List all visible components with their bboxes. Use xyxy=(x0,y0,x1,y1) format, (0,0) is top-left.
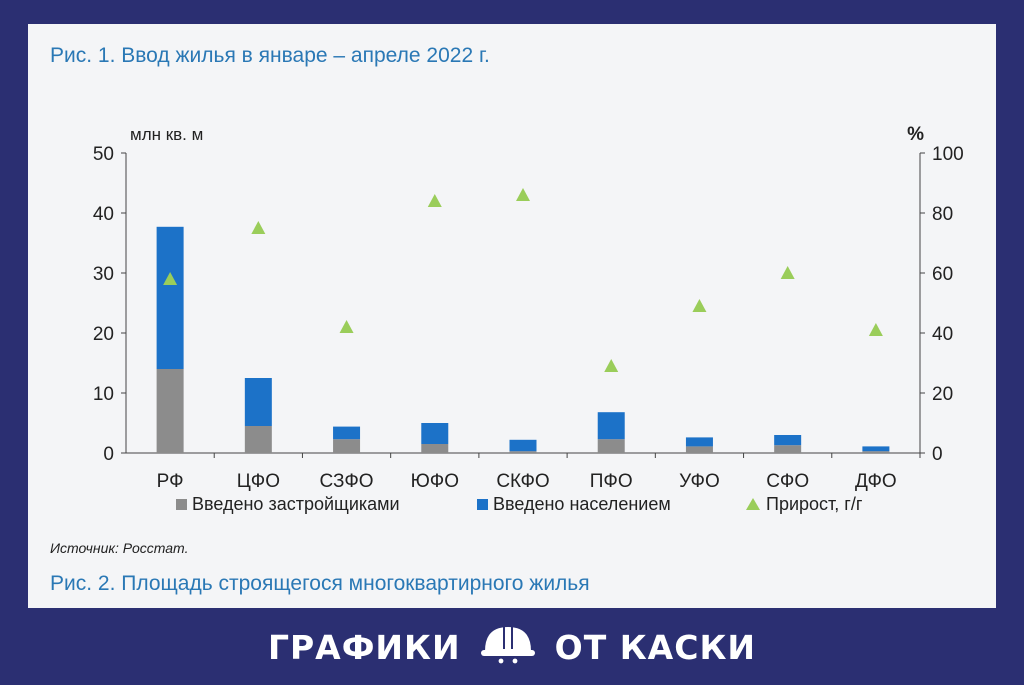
right-tick-label: 60 xyxy=(932,264,953,285)
bar-developers xyxy=(509,451,537,453)
category-label: ДФО xyxy=(855,471,897,492)
growth-marker xyxy=(163,272,178,285)
category-label: СФО xyxy=(766,471,809,492)
category-label: УФО xyxy=(679,471,720,492)
y2-axis-label: % xyxy=(907,124,924,145)
category-label: РФ xyxy=(157,471,184,492)
bar-population xyxy=(685,437,713,447)
category-label: ПФО xyxy=(590,471,633,492)
left-tick-label: 10 xyxy=(93,384,114,405)
footer-brand: ГРАФИКИ ОТ КАСКИ xyxy=(0,610,1024,685)
growth-marker xyxy=(427,194,442,207)
chart: 0 10 20 30 40 50 0 20 40 60 80 100 млн кв. м % РФ ЦФО СЗ… xyxy=(93,124,964,514)
bar-developers xyxy=(244,426,272,453)
growth-marker xyxy=(604,359,619,372)
bar-population xyxy=(244,378,272,426)
bar-population xyxy=(156,226,184,369)
legend-label-population: Введено населением xyxy=(493,494,671,514)
growth-marker xyxy=(339,320,354,333)
right-tick-label: 0 xyxy=(932,444,943,465)
category-label: ЮФО xyxy=(411,471,459,492)
bar-population xyxy=(774,435,802,446)
growth-marker xyxy=(516,188,530,201)
growth-marker xyxy=(692,299,707,312)
bar-population xyxy=(509,439,537,452)
left-tick-label: 0 xyxy=(103,444,114,465)
bar-developers xyxy=(685,446,713,453)
bar-developers xyxy=(597,439,625,453)
left-tick-label: 40 xyxy=(93,204,114,225)
source-note: Источник: Росстат. xyxy=(50,540,189,556)
bar-population xyxy=(597,412,625,440)
growth-marker xyxy=(868,323,883,336)
right-tick-label: 20 xyxy=(932,384,953,405)
bar-developers xyxy=(333,439,361,453)
bar-developers xyxy=(862,451,890,453)
left-tick-label: 30 xyxy=(93,264,114,285)
legend-label-developers: Введено застройщиками xyxy=(192,494,400,514)
legend-marker-growth xyxy=(746,498,760,510)
category-label: СЗФО xyxy=(320,471,374,492)
growth-marker xyxy=(251,221,266,234)
y-axis-label: млн кв. м xyxy=(130,125,203,144)
legend-swatch-developers xyxy=(176,499,187,510)
category-label: ЦФО xyxy=(237,471,280,492)
bar-population xyxy=(862,446,890,452)
legend-label-growth: Прирост, г/г xyxy=(766,494,863,514)
brand-right-text: ОТ КАСКИ xyxy=(554,628,757,667)
bar-developers xyxy=(156,369,184,453)
brand-left-text: ГРАФИКИ xyxy=(267,628,461,667)
right-tick-label: 40 xyxy=(932,324,953,345)
bar-population xyxy=(421,423,449,444)
bar-developers xyxy=(774,445,802,453)
left-tick-label: 20 xyxy=(93,324,114,345)
legend-swatch-population xyxy=(477,499,488,510)
right-tick-label: 80 xyxy=(932,204,953,225)
bar-developers xyxy=(421,444,449,453)
category-label: СКФО xyxy=(496,471,549,492)
bar-population xyxy=(333,426,361,440)
right-tick-label: 100 xyxy=(932,144,964,165)
growth-marker xyxy=(780,266,795,279)
figure-title: Рис. 1. Ввод жилья в январе – апреле 202… xyxy=(50,44,490,67)
hard-hat-icon xyxy=(479,621,537,674)
left-tick-label: 50 xyxy=(93,144,114,165)
next-figure-title: Рис. 2. Площадь строящегося многоквартир… xyxy=(50,572,590,595)
figure-panel xyxy=(28,24,996,608)
